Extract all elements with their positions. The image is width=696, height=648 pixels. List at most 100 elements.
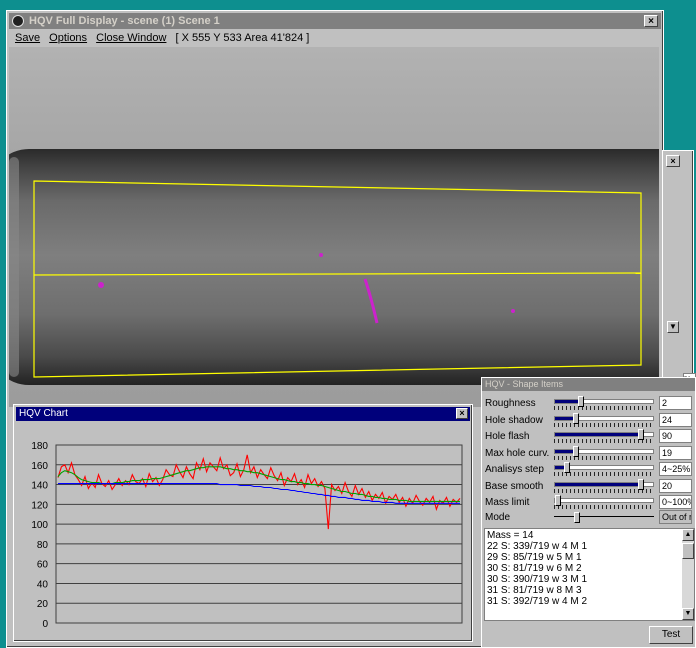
y-tick-label: 100 (31, 520, 48, 531)
param-ticks (554, 422, 654, 427)
log-line: 30 S: 81/719 w 6 M 2 (487, 563, 582, 574)
param-row: Mass limit 0~100% (484, 495, 694, 511)
close-icon[interactable]: × (644, 15, 658, 27)
app-icon (12, 15, 24, 27)
param-slider[interactable] (554, 462, 654, 473)
log-line: Mass = 14 (487, 530, 534, 541)
scroll-down-icon[interactable]: ▼ (667, 321, 679, 333)
mode-label: Mode (485, 512, 511, 523)
param-slider-fill (555, 449, 575, 453)
roi-centerline (33, 272, 642, 276)
param-row: Hole flash 90 (484, 429, 694, 445)
chart-window: HQV Chart × 180 160 140 120 100 80 60 40 20 0 (13, 404, 473, 642)
param-ticks (554, 439, 654, 443)
tube-image (9, 149, 659, 385)
param-slider[interactable] (554, 396, 654, 407)
camera-image[interactable] (9, 47, 659, 407)
full-display-window: HQV Full Display - scene (1) Scene 1 × S… (6, 10, 664, 648)
result-log[interactable]: Mass = 14 22 S: 339/719 w 4 M 1 29 S: 85/7… (484, 528, 695, 621)
cursor-status: [ X 555 Y 533 Area 41'824 ] (175, 32, 310, 44)
param-slider[interactable] (554, 445, 654, 457)
param-value[interactable]: 2 (659, 396, 692, 410)
test-button[interactable]: Test (649, 626, 693, 644)
param-label: Mass limit (485, 497, 530, 508)
param-row: Roughness 2 (484, 396, 694, 412)
param-label: Analisys step (485, 464, 544, 475)
chart-plot: 180 160 140 120 100 80 60 40 20 0 (31, 441, 463, 630)
defect-mark (319, 253, 323, 257)
mode-value: Out of range (659, 510, 692, 524)
param-label: Hole flash (485, 431, 530, 442)
menu-save[interactable]: Save (15, 32, 41, 44)
param-slider[interactable] (554, 495, 654, 506)
param-slider-fill (555, 416, 575, 420)
mode-slider-thumb[interactable] (574, 512, 580, 523)
param-value[interactable]: 20 (659, 478, 692, 493)
y-tick-label: 80 (37, 540, 49, 551)
param-ticks (554, 488, 654, 493)
scroll-up-icon[interactable]: ▲ (682, 529, 694, 541)
param-slider-fill (555, 482, 644, 486)
close-icon[interactable]: × (456, 408, 468, 419)
param-ticks (554, 455, 654, 460)
mode-slider[interactable] (554, 512, 654, 523)
param-ticks (554, 406, 654, 410)
param-row: Max hole curv. 19 (484, 445, 694, 462)
menu-options[interactable]: Options (49, 32, 88, 44)
defect-mark (98, 282, 104, 288)
param-slider-fill (555, 433, 644, 436)
shape-items-window: HQV - Shape Items Roughness 2 Hole shadow 2… (481, 377, 696, 648)
log-scrollbar[interactable]: ▲ ▼ (682, 529, 694, 620)
window-title: HQV Full Display - scene (1) Scene 1 (29, 15, 220, 27)
param-row: Base smooth 20 (484, 478, 694, 495)
param-ticks (554, 472, 654, 476)
param-value[interactable]: 24 (659, 412, 692, 427)
defect-mark (511, 309, 515, 313)
param-label: Roughness (485, 398, 536, 409)
defect-mark (363, 278, 379, 324)
param-slider[interactable] (554, 478, 654, 490)
roi-overlay (33, 180, 642, 378)
close-icon[interactable]: × (666, 155, 680, 167)
param-slider[interactable] (554, 412, 654, 424)
log-line: 30 S: 390/719 w 3 M 1 (487, 574, 588, 585)
log-line: 29 S: 85/719 w 5 M 1 (487, 552, 582, 563)
param-label: Max hole curv. (485, 447, 550, 459)
scrollbar-thumb[interactable] (682, 543, 694, 559)
chart-window-title: HQV Chart (19, 408, 68, 419)
param-value[interactable]: 19 (659, 445, 692, 460)
log-line: 22 S: 339/719 w 4 M 1 (487, 541, 588, 552)
chart-titlebar[interactable]: HQV Chart × (16, 407, 470, 421)
menu-bar: Save Options Close Window [ X 555 Y 533 … (9, 30, 661, 46)
mode-row: Mode Out of range (484, 510, 694, 526)
log-line: 31 S: 392/719 w 4 M 2 (487, 596, 588, 607)
param-slider-fill (555, 466, 565, 469)
param-value[interactable]: 4~25% (659, 462, 692, 476)
y-tick-label: 40 (37, 579, 49, 590)
y-tick-label: 60 (37, 560, 49, 571)
full-display-titlebar[interactable]: HQV Full Display - scene (1) Scene 1 × (9, 13, 661, 29)
param-slider-fill (555, 400, 580, 403)
y-tick-label: 120 (31, 500, 48, 511)
param-ticks (554, 505, 654, 509)
roi-frame (33, 180, 642, 378)
side-window: × ▼ (662, 150, 694, 382)
param-row: Hole shadow 24 (484, 412, 694, 429)
y-tick-label: 0 (42, 619, 48, 630)
log-line: 31 S: 81/719 w 8 M 3 (487, 585, 582, 596)
y-tick-label: 160 (31, 461, 48, 472)
series-line-2 (58, 483, 460, 504)
param-value[interactable]: 0~100% (659, 495, 692, 509)
series-line-1 (57, 466, 460, 502)
y-tick-label: 20 (37, 599, 49, 610)
param-slider[interactable] (554, 429, 654, 440)
menu-close-window[interactable]: Close Window (96, 32, 167, 44)
shape-window-title[interactable]: HQV - Shape Items (482, 378, 695, 391)
y-tick-label: 140 (31, 481, 48, 492)
param-label: Base smooth (485, 480, 544, 492)
y-tick-label: 180 (31, 441, 48, 452)
param-row: Analisys step 4~25% (484, 462, 694, 478)
scroll-down-icon[interactable]: ▼ (682, 608, 694, 620)
param-value[interactable]: 90 (659, 429, 692, 443)
chart-plot-area (55, 444, 463, 624)
